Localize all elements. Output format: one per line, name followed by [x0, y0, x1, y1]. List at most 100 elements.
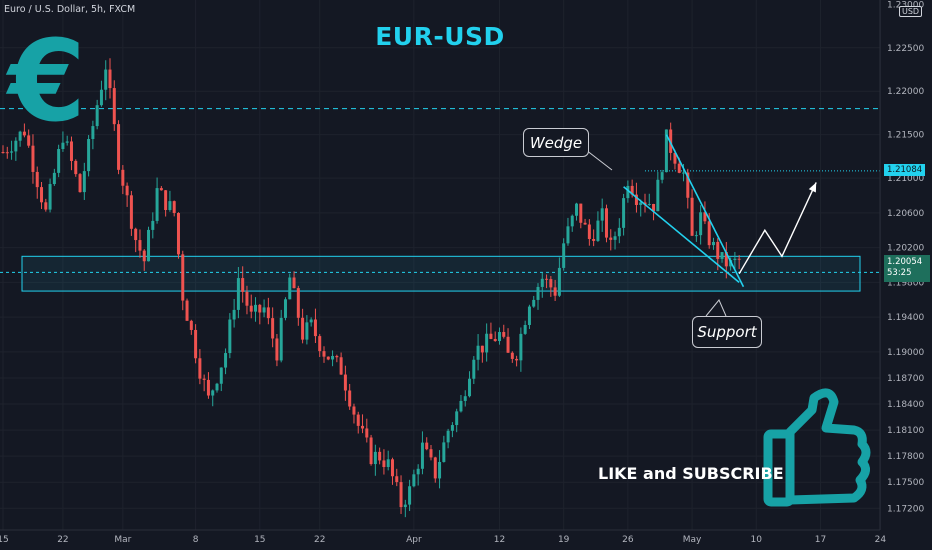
candle-body — [322, 351, 326, 357]
candles — [1, 58, 741, 518]
candle-body — [335, 355, 339, 358]
candle-body — [570, 215, 574, 227]
candle-body — [206, 379, 210, 396]
price-axis[interactable]: 1.22500 1.22000 1.21500 1.21000 1.20600 1.202… — [887, 0, 924, 514]
candle-body — [288, 277, 292, 300]
candle-body — [121, 169, 125, 186]
candle-body — [35, 171, 39, 188]
candle-body — [600, 208, 604, 221]
candle-body — [711, 241, 715, 246]
candle-body — [420, 442, 424, 469]
candle-body — [506, 336, 510, 353]
candle-body — [125, 185, 129, 196]
candle-body — [74, 160, 78, 175]
candle-body — [716, 241, 720, 259]
currency-badge[interactable]: USD — [899, 6, 923, 17]
candle-body — [95, 105, 99, 127]
candle-body — [442, 442, 446, 462]
candle-body — [224, 353, 228, 368]
y-tick-label: 1.17200 — [887, 504, 924, 514]
candle-body — [22, 131, 26, 136]
candle-body — [532, 299, 536, 307]
time-axis[interactable]: 15 22 Mar 8 15 22 Apr 12 19 26 May 10 17 24 — [0, 535, 886, 545]
x-tick-label: 15 — [254, 535, 265, 545]
candle-body — [181, 254, 185, 301]
candle-body — [14, 140, 18, 152]
candle-body — [699, 212, 703, 236]
thumbs-up-icon — [763, 388, 871, 507]
x-tick-label: Apr — [406, 535, 422, 545]
current-price-tag: 1.20054 53:25 — [884, 255, 930, 282]
candle-body — [151, 220, 155, 230]
candle-body — [562, 243, 566, 268]
candle-body — [729, 260, 733, 267]
candle-body — [694, 235, 698, 237]
x-tick-label: 12 — [494, 535, 505, 545]
candle-body — [493, 338, 497, 342]
candle-body — [147, 229, 151, 262]
candle-body — [202, 378, 206, 380]
candle-body — [112, 88, 116, 125]
candle-body — [519, 333, 523, 361]
candle-body — [634, 194, 638, 205]
projection-arrow-path — [738, 182, 817, 275]
candle-body — [724, 252, 728, 267]
candle-body — [159, 188, 163, 191]
candle-body — [408, 486, 412, 505]
candle-body — [301, 317, 305, 340]
x-tick-label: May — [683, 535, 702, 545]
y-tick-label: 1.18400 — [887, 400, 924, 410]
candle-body — [10, 151, 14, 153]
projection-arrow-head — [808, 182, 817, 193]
y-tick-label: 1.18700 — [887, 374, 924, 384]
candle-body — [172, 201, 176, 213]
marked-level-tag: 1.21084 — [884, 164, 926, 176]
y-tick-label: 1.20600 — [887, 209, 924, 219]
candle-body — [117, 124, 121, 170]
candle-body — [61, 142, 65, 150]
wedge-callout-text: Wedge — [529, 133, 583, 152]
candle-body — [232, 309, 236, 320]
candle-body — [108, 69, 112, 89]
wedge-callout: Wedge — [523, 128, 589, 157]
candle-body — [673, 152, 677, 164]
support-callout-pointer — [705, 299, 727, 317]
candle-body — [176, 212, 180, 255]
candle-body — [309, 319, 313, 323]
candle-body — [18, 131, 22, 141]
candle-body — [271, 318, 275, 339]
candle-body — [433, 457, 437, 479]
candle-body — [283, 299, 287, 318]
candle-body — [579, 203, 583, 223]
candle-body — [245, 291, 249, 306]
candle-body — [733, 258, 737, 261]
candle-body — [326, 356, 330, 360]
y-tick-label-top: 1.23000 — [887, 0, 924, 10]
candle-body — [296, 288, 300, 318]
y-tick-label: 1.19800 — [887, 278, 924, 288]
candle-body — [630, 185, 634, 195]
candle-body — [189, 320, 193, 330]
candle-body — [339, 357, 343, 375]
candle-body — [399, 482, 403, 508]
candle-body — [613, 236, 617, 240]
candle-body — [194, 329, 198, 359]
candle-body — [305, 322, 309, 340]
support-zone — [21, 255, 861, 292]
candle-body — [622, 198, 626, 228]
candle-body — [647, 203, 651, 205]
x-tick-label: 24 — [875, 535, 887, 545]
candle-body — [134, 228, 138, 241]
candle-body — [485, 333, 489, 353]
candle-body — [575, 203, 579, 216]
candle-body — [142, 250, 146, 262]
candle-body — [489, 333, 493, 339]
candle-body — [472, 359, 476, 379]
candle-body — [313, 319, 317, 337]
candle-body — [720, 252, 724, 259]
candle-body — [669, 129, 673, 153]
x-tick-label: 17 — [815, 535, 826, 545]
candle-body — [48, 184, 52, 210]
candle-body — [57, 149, 61, 173]
